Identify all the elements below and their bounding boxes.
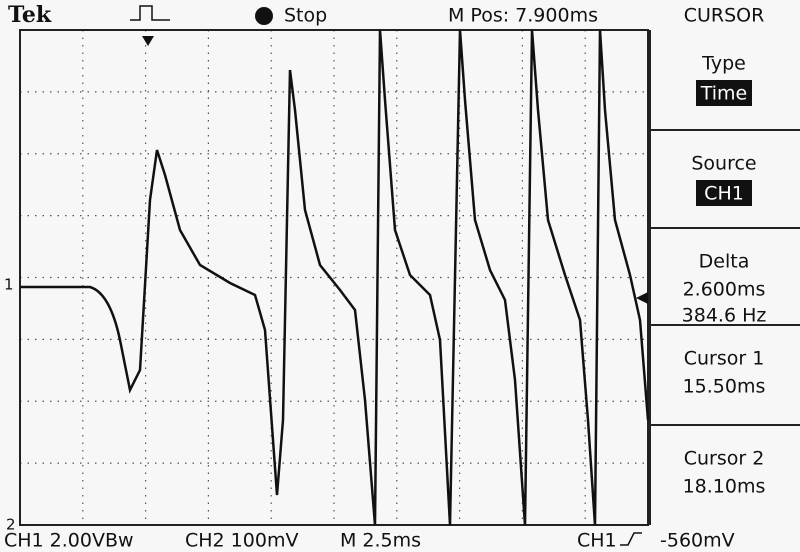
trigger-source: CH1 [577, 530, 617, 552]
time-scale: M 2.5ms [340, 530, 421, 552]
trigger-level: -560mV [660, 530, 735, 552]
trigger-position-marker [142, 36, 154, 46]
menu-label: Delta [699, 251, 750, 273]
waveform [20, 29, 650, 526]
menu-readout: 2.600ms [683, 279, 766, 301]
ch2-marker: 2 [6, 516, 16, 534]
menu-label: Cursor 1 [684, 348, 765, 370]
menu-label: Cursor 2 [684, 448, 765, 470]
run-status: Stop [284, 5, 327, 27]
trigger-slope-icon [620, 532, 642, 546]
menu-value-box [696, 180, 752, 206]
menu-value: CH1 [704, 183, 744, 205]
menu-label: Type [701, 53, 746, 75]
menu-value-box [696, 80, 752, 106]
menu-readout: 18.10ms [683, 476, 766, 498]
menu-label: Source [691, 153, 756, 175]
brand: Tek [8, 2, 52, 28]
trigger-icon [130, 5, 170, 21]
stop-indicator [255, 7, 273, 25]
side-menu: Type Time Source CH1 Delta 2.600ms 384.6 Hz Cur… [649, 30, 800, 525]
trigger-level-marker [636, 292, 648, 304]
graticule-border [19, 29, 649, 526]
menu-value: Time [700, 83, 748, 105]
ch1-scale: CH1 2.00VBw [4, 530, 134, 552]
ch1-marker: 1 [4, 276, 14, 294]
ch2-scale: CH2 100mV [185, 530, 298, 552]
horizontal-position: M Pos: 7.900ms [448, 5, 598, 27]
graticule [20, 30, 648, 525]
menu-title: CURSOR [684, 5, 765, 27]
menu-readout: 15.50ms [683, 376, 766, 398]
menu-readout: 384.6 Hz [682, 305, 767, 327]
